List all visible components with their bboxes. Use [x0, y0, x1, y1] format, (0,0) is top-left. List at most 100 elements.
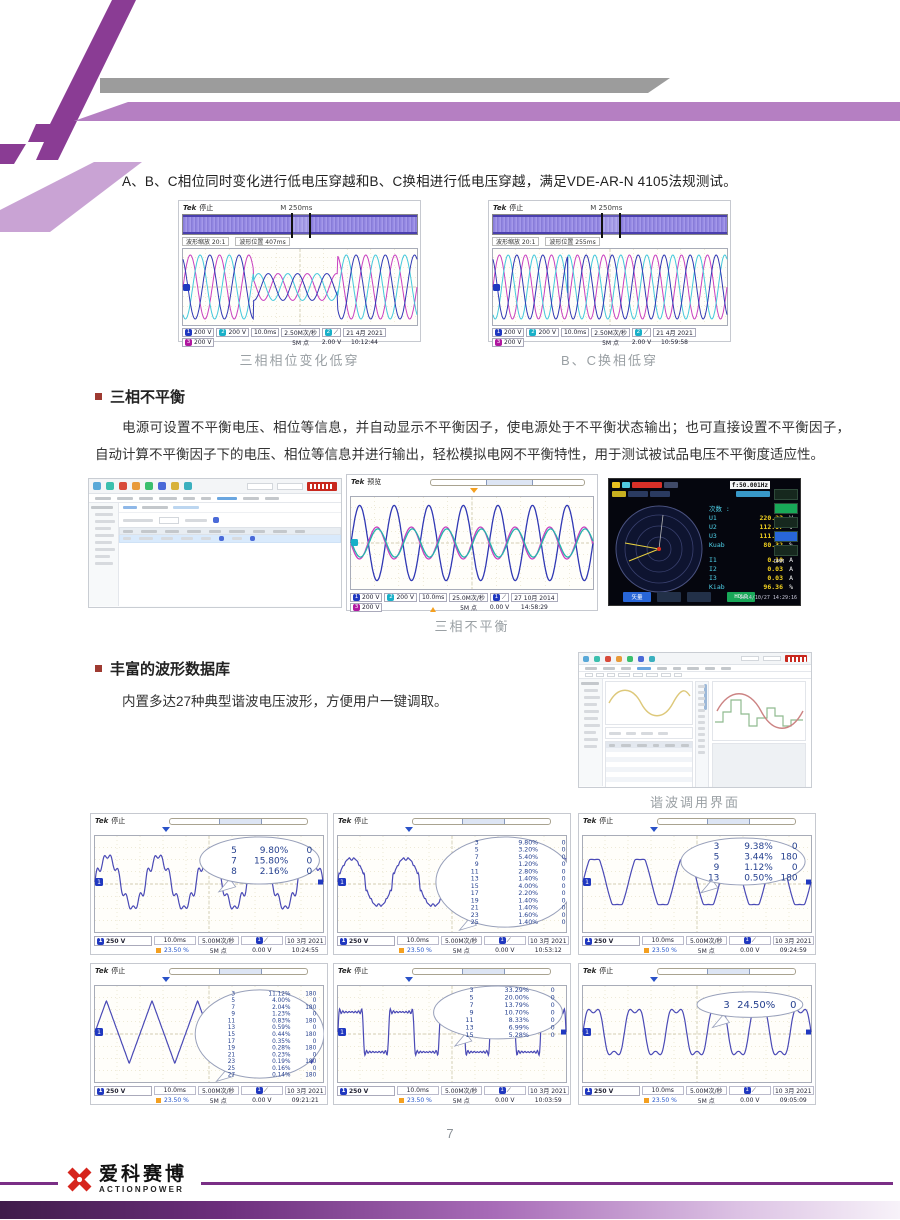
scope-status: 停止: [599, 817, 614, 825]
svg-text:180: 180: [305, 1005, 316, 1011]
svg-text:3.44%: 3.44%: [744, 852, 773, 862]
svg-text:180: 180: [305, 1018, 316, 1024]
analyzer-current-row: I3 0.03 A: [709, 574, 793, 582]
software-screenshot-harmonic-library: [578, 652, 812, 788]
analyzer-side-menu: DMM: [774, 489, 798, 565]
svg-text:19: 19: [228, 1046, 236, 1052]
section-title-library: 丰富的波形数据库: [95, 658, 230, 679]
scope-trigger-marker-icon: [649, 827, 658, 836]
scope-header: Tek 停止: [338, 816, 368, 826]
harmonic-table: [605, 741, 693, 787]
section-body-unbalance: 电源可设置不平衡电压、相位等信息，并自动显示不平衡因子，使电源处于不平衡状态输出…: [95, 420, 850, 462]
oscilloscope-harmonic-1: Tek 停止 1 5 9.80% 0 7 15.80% 0 8 2.16% 0 1 250 V 10.0ms…: [90, 813, 328, 955]
toolbar-icon: [106, 482, 114, 490]
scope-status: 停止: [354, 967, 369, 975]
svg-text:1: 1: [97, 879, 101, 886]
svg-text:0.14%: 0.14%: [272, 1073, 291, 1079]
svg-text:0: 0: [313, 998, 317, 1004]
section-title-text: 丰富的波形数据库: [110, 661, 231, 678]
software-screenshot-unbalance: [88, 478, 342, 608]
analyzer-frequency: f:50.001Hz: [729, 481, 770, 489]
svg-text:0: 0: [562, 868, 566, 875]
waveform-chart-right: [712, 681, 806, 741]
svg-text:7: 7: [475, 854, 479, 861]
svg-text:180: 180: [305, 1032, 316, 1038]
svg-text:0.59%: 0.59%: [272, 1025, 291, 1031]
scope-overview-strip: [492, 213, 728, 238]
svg-text:0: 0: [562, 847, 566, 854]
scope-position-bar: [168, 818, 309, 825]
waveform-list: [695, 681, 709, 787]
analyzer-datetime: 2014/10/27 14:29:16: [739, 595, 797, 601]
scope-trigger-marker-icon: [404, 977, 413, 986]
svg-text:0: 0: [313, 1012, 317, 1018]
svg-text:7: 7: [469, 1001, 473, 1009]
svg-text:0: 0: [551, 1001, 555, 1009]
svg-text:0.19%: 0.19%: [272, 1059, 291, 1065]
svg-text:0: 0: [551, 994, 555, 1002]
svg-text:0.44%: 0.44%: [272, 1032, 291, 1038]
svg-text:13.79%: 13.79%: [505, 1001, 529, 1009]
scope-header: Tek 停止: [338, 966, 368, 976]
svg-text:5: 5: [469, 994, 473, 1002]
svg-text:15: 15: [228, 1032, 236, 1038]
svg-text:21: 21: [471, 905, 479, 912]
scope-readout-bar: 1 200 V 3 200 V 2 200 V 10.0ms 25.0M次/秒 5M 点 1 ⟋ 0.…: [350, 593, 594, 612]
analyzer-menu-item: [774, 545, 798, 556]
scope-brand: Tek: [338, 817, 352, 825]
scope-brand: Tek: [351, 478, 365, 486]
svg-text:3: 3: [469, 986, 473, 994]
svg-text:0: 0: [562, 905, 566, 912]
svg-text:13: 13: [228, 1025, 236, 1031]
svg-text:3: 3: [475, 839, 479, 846]
analyzer-dmm-label: DMM: [774, 559, 784, 565]
svg-text:19: 19: [471, 897, 479, 904]
scope-brand: Tek: [95, 967, 109, 975]
zoom-position-label: 波形位置 407ms: [235, 237, 290, 246]
svg-text:1.12%: 1.12%: [744, 863, 773, 873]
svg-text:7: 7: [231, 1005, 235, 1011]
svg-text:5.28%: 5.28%: [509, 1031, 529, 1039]
logo-text-en: ACTIONPOWER: [99, 1184, 185, 1194]
svg-text:0: 0: [551, 1031, 555, 1039]
svg-text:0: 0: [551, 1024, 555, 1032]
svg-text:180: 180: [780, 873, 797, 883]
oscilloscope-harmonic-6: Tek 停止 1 3 24.50% 0 1 250 V 10.0ms 23.50 % 5.00M次/…: [578, 963, 816, 1105]
scope-status: 预览: [367, 478, 382, 486]
zoom-scale-label: 波形缩放 20:1: [492, 237, 540, 246]
scope-status: 停止: [599, 967, 614, 975]
svg-text:0: 0: [313, 1025, 317, 1031]
svg-text:5: 5: [231, 998, 235, 1004]
scope-position-bar: [411, 818, 552, 825]
svg-text:3: 3: [723, 1000, 729, 1011]
scope-position-bar: [411, 968, 552, 975]
analyzer-menu-item: [774, 503, 798, 514]
svg-text:1: 1: [97, 1029, 101, 1036]
toolbar-icon: [119, 482, 127, 490]
svg-text:13: 13: [708, 873, 719, 883]
scope-position-bar: [656, 818, 797, 825]
scope-overview-strip: [182, 213, 418, 238]
scope-status: 停止: [354, 817, 369, 825]
scope-status: 停止: [199, 204, 214, 212]
svg-text:0: 0: [562, 839, 566, 846]
caption-harmonic-ui: 谐波调用界面: [649, 795, 740, 810]
svg-text:23: 23: [471, 912, 479, 919]
scope-zoom-labels: 波形缩放 20:1 波形位置 407ms: [182, 237, 290, 246]
svg-text:1.40%: 1.40%: [518, 876, 538, 883]
svg-text:15: 15: [471, 883, 479, 890]
svg-text:0: 0: [313, 1039, 317, 1045]
svg-text:4.00%: 4.00%: [272, 998, 291, 1004]
svg-text:0.35%: 0.35%: [272, 1039, 291, 1045]
caption-unbalance: 三相不平衡: [434, 619, 510, 634]
svg-text:1: 1: [585, 1029, 589, 1036]
analyzer-current-row: I2 0.03 A: [709, 565, 793, 573]
scope-header: Tek 停止: [95, 966, 125, 976]
svg-text:180: 180: [305, 1073, 316, 1079]
oscilloscope-harmonic-5: Tek 停止 1 3 33.29% 0 5 20.00% 0 7 13.79% 0 9 10.70% 0 11…: [333, 963, 571, 1105]
